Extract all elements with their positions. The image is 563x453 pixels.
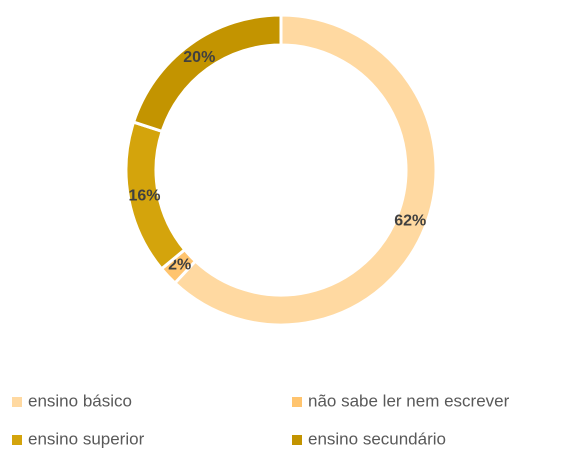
legend-label: não sabe ler nem escrever [308,391,510,410]
legend-swatch [292,397,302,407]
donut-segment [131,13,283,134]
data-label: 16% [128,187,160,204]
legend-swatch [292,435,302,445]
legend-label: ensino básico [28,391,132,410]
legend-label: ensino superior [28,429,145,448]
data-label: 62% [394,212,426,229]
legend-label: ensino secundário [308,429,446,448]
donut-segment [172,13,438,327]
legend-swatch [12,397,22,407]
legend-swatch [12,435,22,445]
data-label: 2% [168,256,191,273]
data-label: 20% [183,49,215,66]
